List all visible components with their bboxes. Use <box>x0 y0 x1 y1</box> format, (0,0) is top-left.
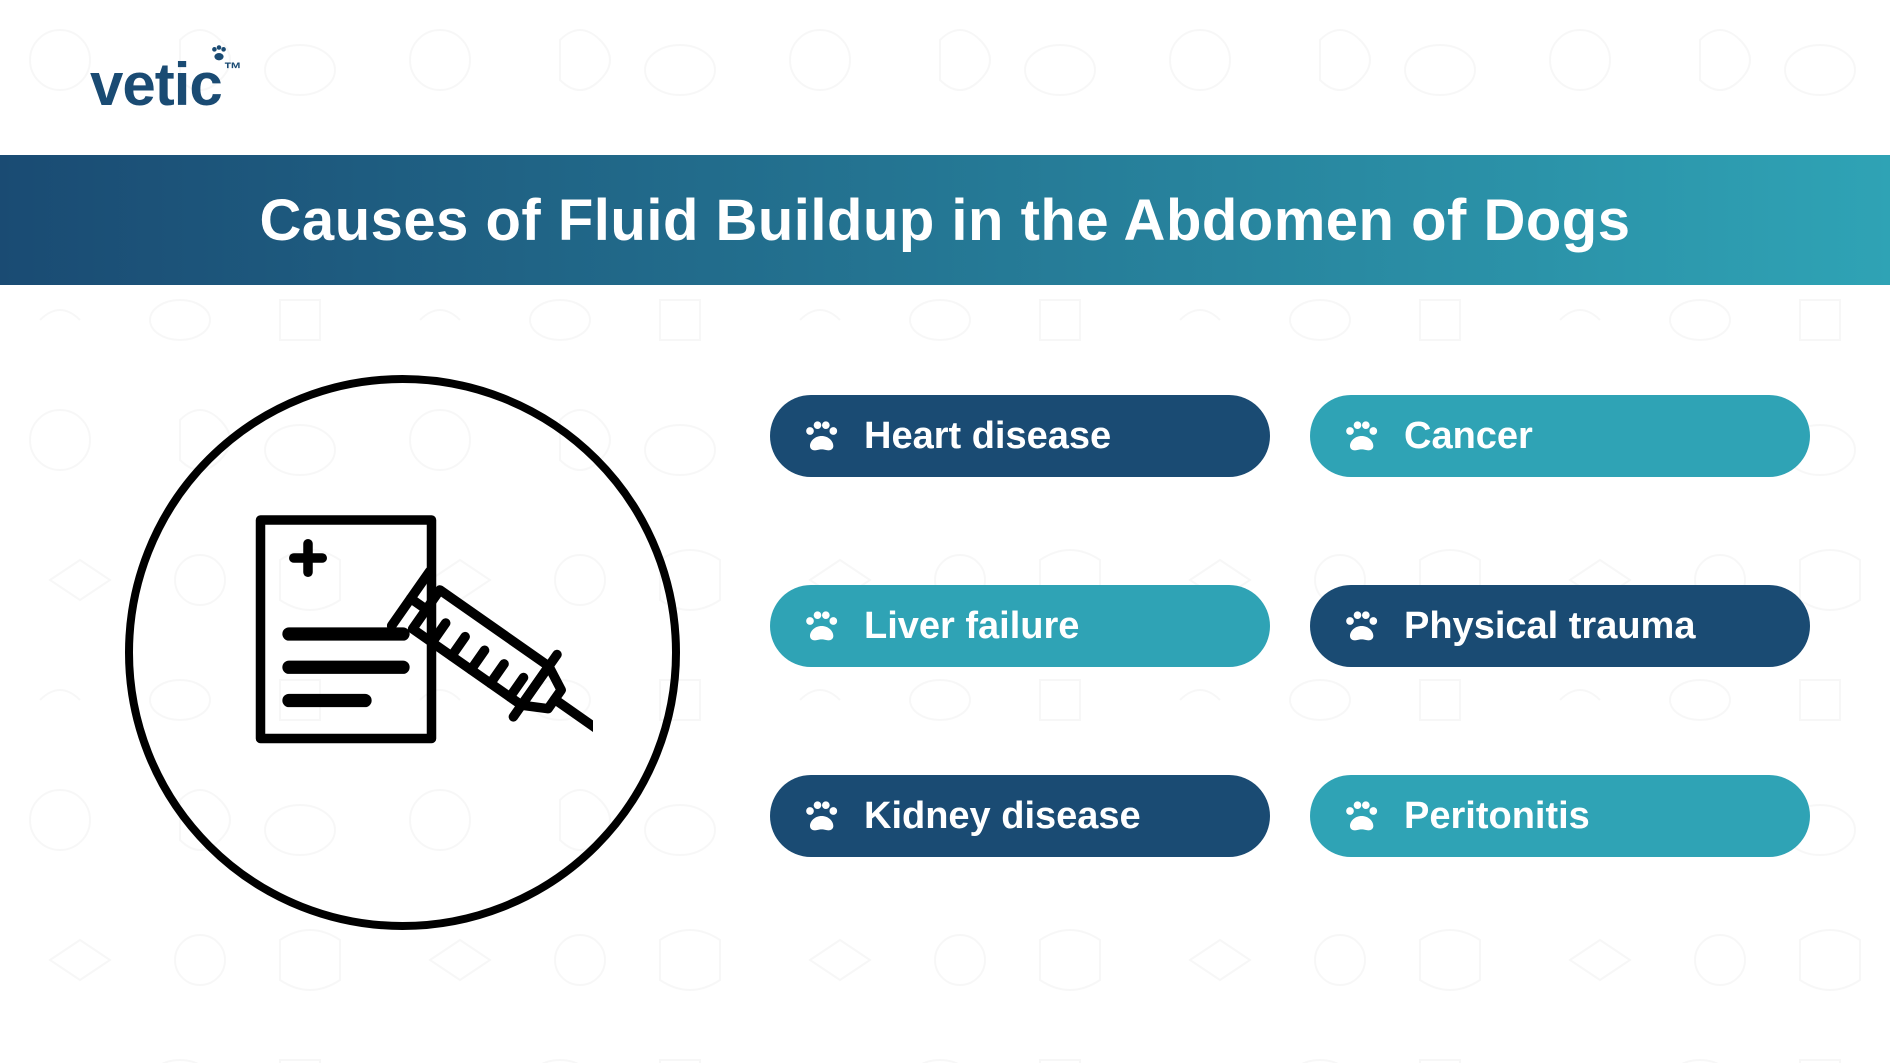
paw-icon <box>1340 416 1380 456</box>
page-title: Causes of Fluid Buildup in the Abdomen o… <box>260 187 1631 254</box>
cause-label: Cancer <box>1404 415 1533 458</box>
logo-text: vetic <box>90 50 222 119</box>
cause-label: Physical trauma <box>1404 605 1695 648</box>
paw-icon <box>800 606 840 646</box>
cause-label: Kidney disease <box>864 795 1141 838</box>
cause-label: Liver failure <box>864 605 1079 648</box>
brand-logo: vetic ™ <box>90 50 242 119</box>
paw-icon <box>800 416 840 456</box>
cause-pill: Physical trauma <box>1310 585 1810 667</box>
main-content: Heart disease Cancer Liver failure Physi… <box>0 350 1890 990</box>
paw-icon <box>800 796 840 836</box>
causes-grid: Heart disease Cancer Liver failure Physi… <box>770 395 1810 857</box>
medical-icon-circle <box>125 375 680 930</box>
paw-icon <box>1340 606 1380 646</box>
cause-pill: Peritonitis <box>1310 775 1810 857</box>
cause-pill: Cancer <box>1310 395 1810 477</box>
title-bar: Causes of Fluid Buildup in the Abdomen o… <box>0 155 1890 285</box>
cause-pill: Liver failure <box>770 585 1270 667</box>
cause-pill: Kidney disease <box>770 775 1270 857</box>
cause-label: Heart disease <box>864 415 1111 458</box>
cause-pill: Heart disease <box>770 395 1270 477</box>
clipboard-syringe-icon <box>213 463 593 843</box>
paw-icon <box>1340 796 1380 836</box>
logo-paw-icon <box>208 42 230 64</box>
cause-label: Peritonitis <box>1404 795 1590 838</box>
